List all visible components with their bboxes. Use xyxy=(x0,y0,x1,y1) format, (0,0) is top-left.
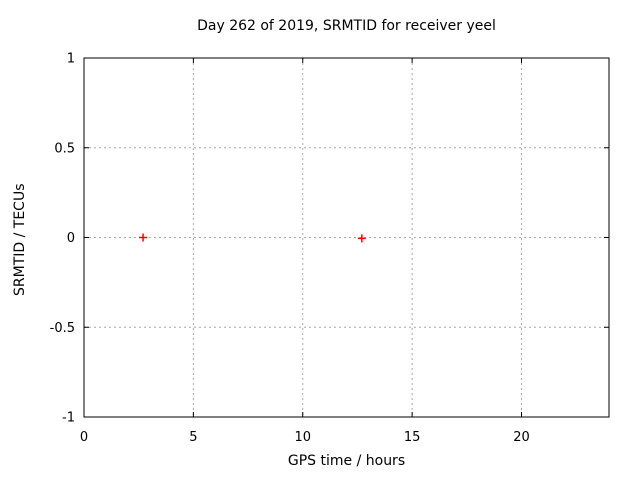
x-axis-label: GPS time / hours xyxy=(287,453,406,469)
chart-title: Day 262 of 2019, SRMTID for receiver yee… xyxy=(197,18,496,34)
y-axis-label: SRMTID / TECUs xyxy=(12,183,28,297)
y-tick-label-0: 0 xyxy=(67,231,75,246)
y-tick-label--0.5: -0.5 xyxy=(50,321,75,336)
x-tick-label-10: 10 xyxy=(294,430,311,445)
y-tick-label-0.5: 0.5 xyxy=(54,141,75,156)
x-tick-label-20: 20 xyxy=(513,430,530,445)
x-tick-label-5: 5 xyxy=(189,430,197,445)
x-tick-label-0: 0 xyxy=(80,430,88,445)
x-tick-label-15: 15 xyxy=(404,430,421,445)
y-tick-label-1: 1 xyxy=(67,52,75,67)
y-tick-label--1: -1 xyxy=(62,411,75,426)
plot-border xyxy=(83,57,610,418)
